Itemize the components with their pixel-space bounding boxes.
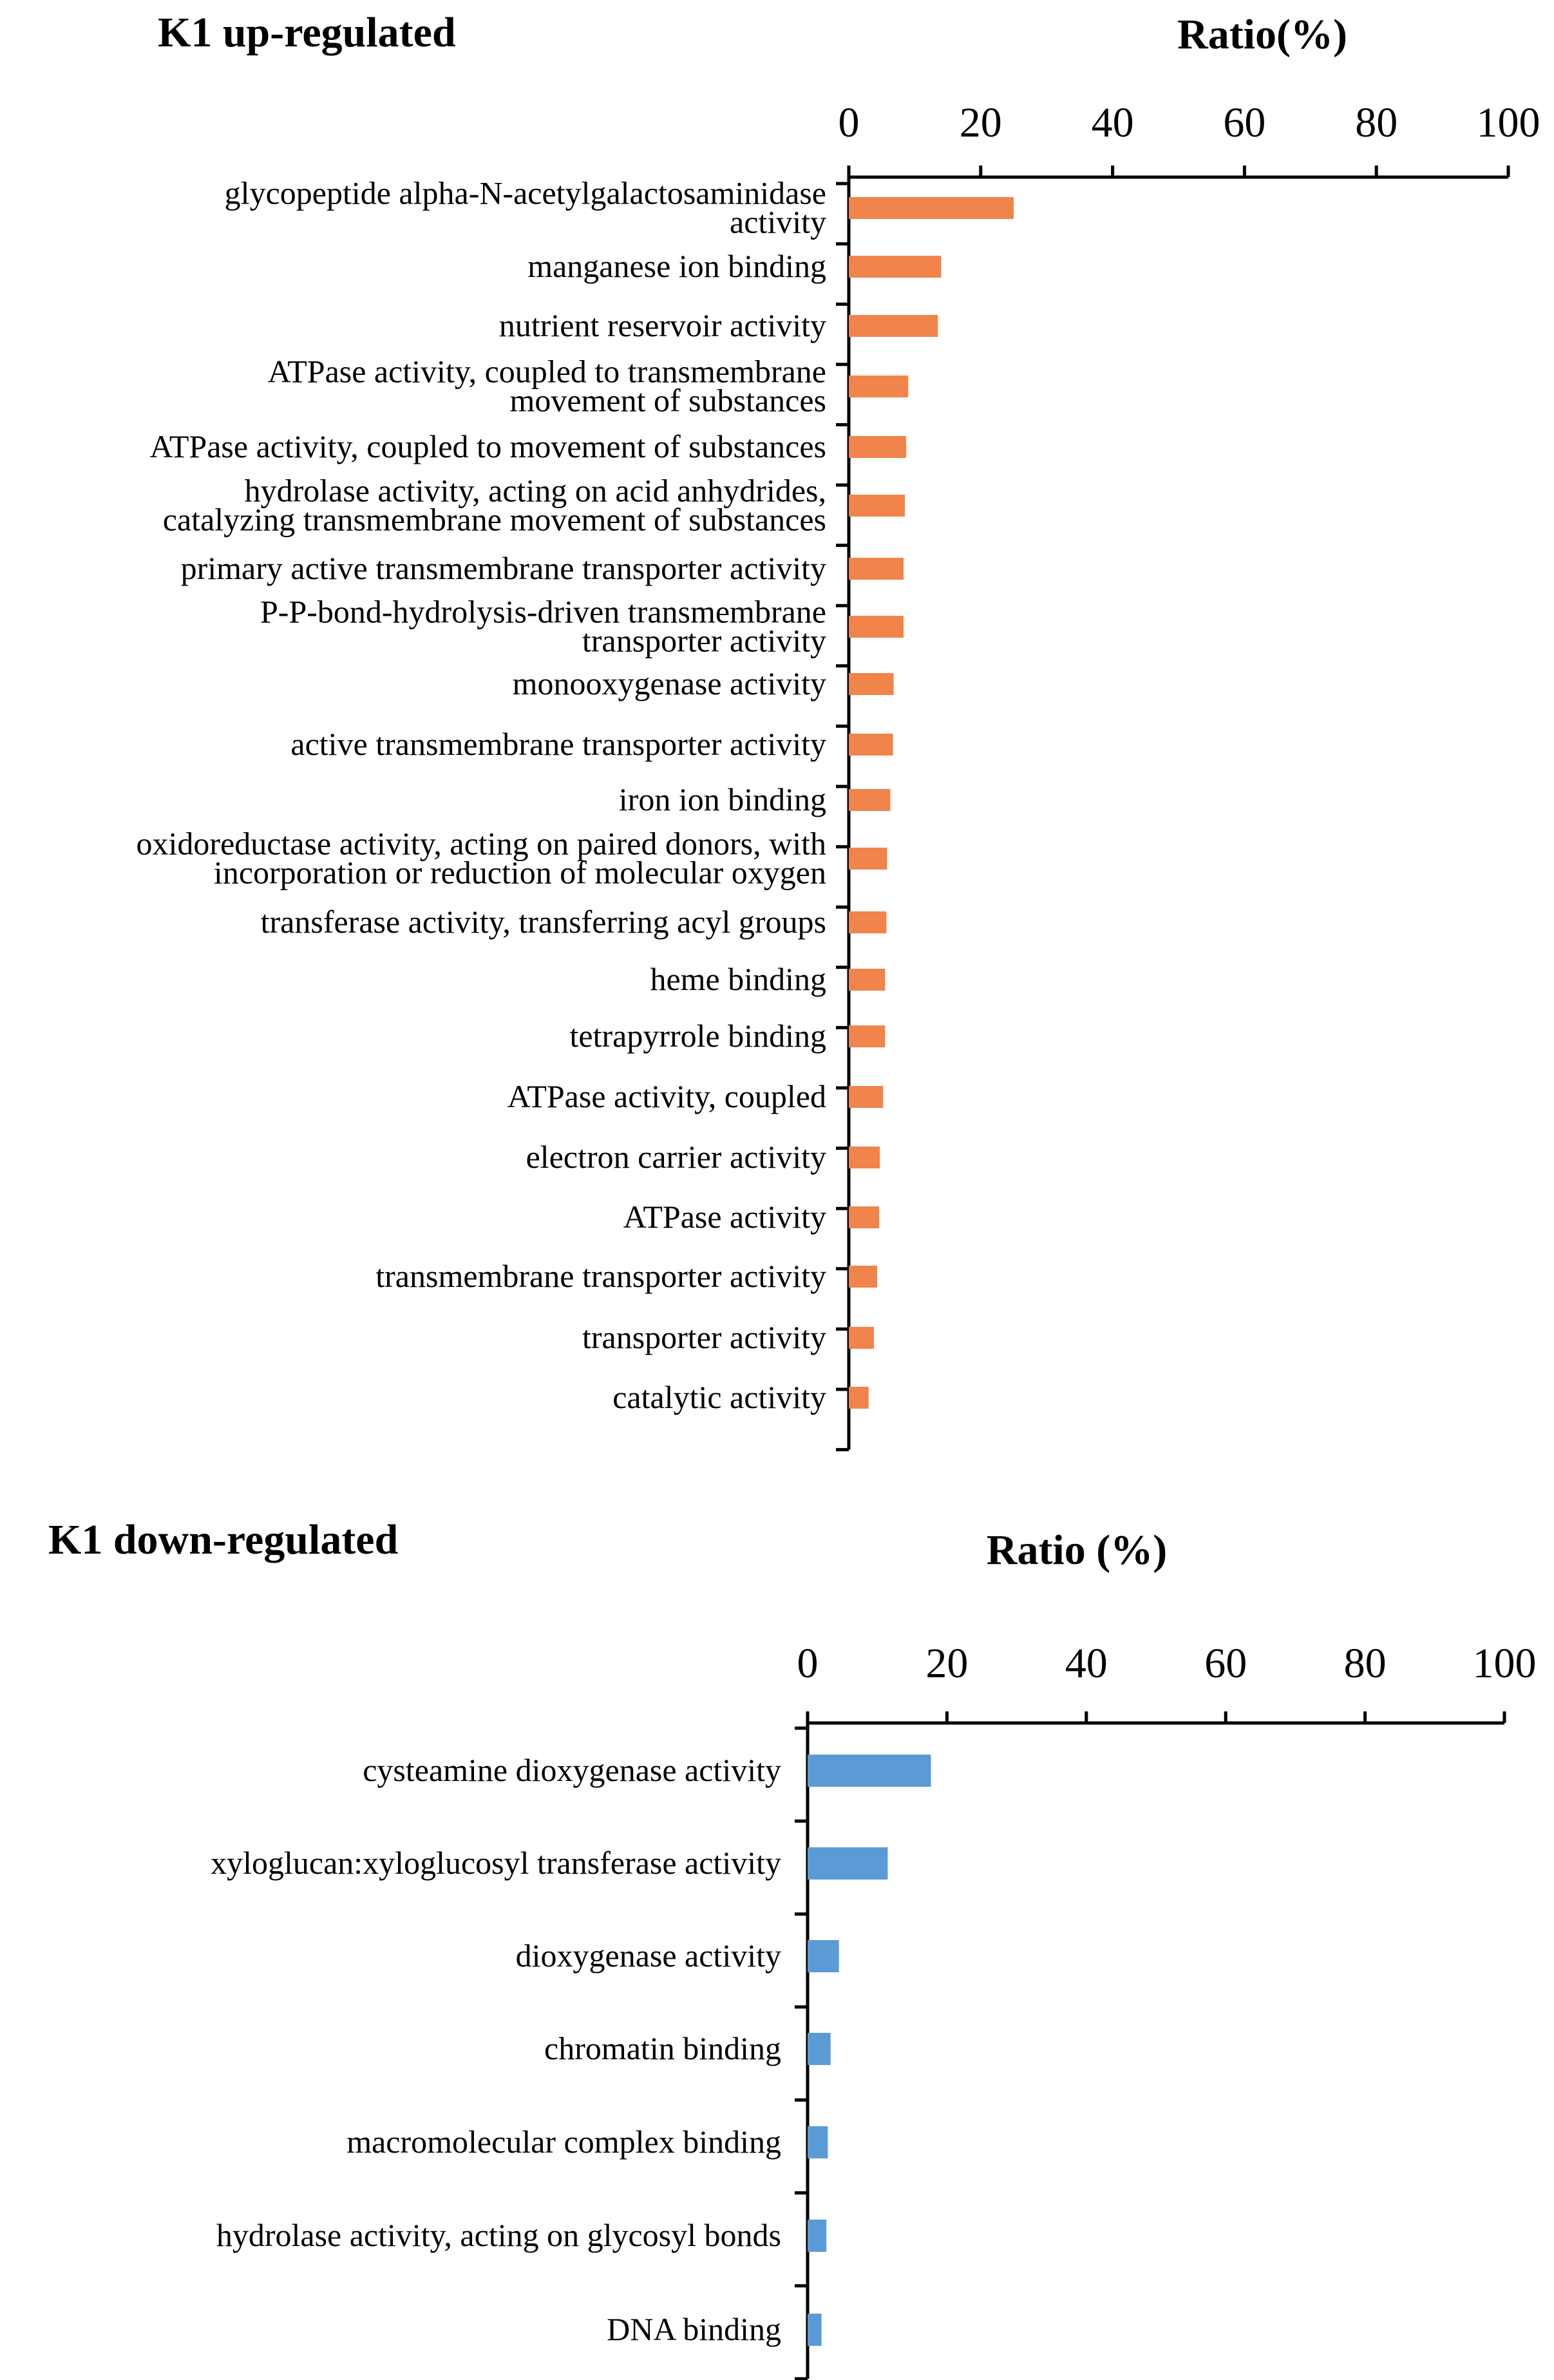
category-label: dioxygenase activity [516, 1937, 781, 1974]
bar [849, 1387, 869, 1409]
bar [808, 2126, 828, 2158]
bar [808, 1940, 839, 1972]
x-tick-label: 0 [797, 1640, 819, 1687]
bar [849, 734, 893, 756]
bar [849, 256, 942, 278]
x-axis-label: Ratio(%) [1177, 11, 1347, 58]
bar [849, 1025, 886, 1047]
category-label: xyloglucan:xyloglucosyl transferase acti… [211, 1845, 781, 1881]
category-label: electron carrier activity [526, 1139, 826, 1175]
x-tick-label: 80 [1344, 1640, 1387, 1687]
category-label: iron ion binding [619, 781, 826, 817]
x-axis-label: Ratio (%) [987, 1527, 1167, 1574]
category-label: chromatin binding [544, 2030, 781, 2066]
bar [849, 789, 891, 811]
bar [849, 1086, 884, 1108]
bar [849, 673, 894, 695]
x-tick-label: 100 [1477, 99, 1540, 146]
bar [849, 1266, 878, 1288]
chart-title: K1 down-regulated [48, 1516, 398, 1563]
bar [849, 1327, 874, 1349]
category-label: oxidoreductase activity, acting on paire… [137, 826, 826, 891]
category-label: tetrapyrrole binding [570, 1018, 827, 1054]
x-tick-label: 60 [1223, 99, 1265, 146]
category-label: transporter activity [582, 1319, 826, 1355]
category-label: cysteamine dioxygenase activity [363, 1752, 781, 1788]
category-label: macromolecular complex binding [346, 2124, 781, 2160]
category-label: monooxygenase activity [513, 665, 826, 701]
bar [849, 436, 907, 458]
category-label: transmembrane transporter activity [375, 1258, 826, 1294]
chart-k1-up-regulated: K1 up-regulated Ratio(%) 0 20 40 60 80 100 gly… [137, 9, 1540, 1452]
category-label: P-P-bond-hydrolysis-driven transmembrane… [260, 594, 826, 659]
category-label: hydrolase activity, acting on glycosyl b… [216, 2217, 781, 2253]
category-label: glycopeptide alpha-N-acetylgalactosamini… [225, 175, 826, 240]
bar [849, 848, 887, 870]
bar [849, 558, 904, 580]
x-tick-label: 80 [1355, 99, 1398, 146]
category-label: heme binding [650, 961, 826, 997]
category-label: transferase activity, transferring acyl … [261, 904, 826, 940]
bar [849, 315, 938, 337]
category-label: active transmembrane transporter activit… [290, 726, 826, 762]
category-label: ATPase activity [623, 1199, 826, 1235]
x-tick-label: 40 [1092, 99, 1134, 146]
bar [808, 2220, 827, 2252]
bar [849, 1206, 880, 1228]
bar [808, 1755, 931, 1787]
bar [849, 197, 1014, 219]
x-tick-label: 20 [925, 1640, 968, 1687]
bar [849, 616, 904, 638]
chart-k1-down-regulated: K1 down-regulated Ratio (%) 0 20 40 60 80 100… [48, 1516, 1537, 2380]
bar [849, 1147, 880, 1168]
category-label: DNA binding [607, 2311, 781, 2347]
bar [808, 1847, 888, 1880]
chart-title: K1 up-regulated [158, 9, 456, 56]
category-label: catalytic activity [612, 1379, 826, 1415]
category-label: manganese ion binding [527, 248, 826, 284]
bar [849, 495, 905, 517]
category-label: ATPase activity, coupled [507, 1078, 826, 1114]
x-tick-label: 20 [960, 99, 1002, 146]
bar [849, 969, 886, 991]
category-label: primary active transmembrane transporter… [181, 550, 826, 586]
category-label: ATPase activity, coupled to movement of … [149, 428, 826, 464]
bar [808, 2033, 831, 2065]
category-label: hydrolase activity, acting on acid anhyd… [163, 473, 826, 538]
category-label: nutrient reservoir activity [499, 307, 826, 343]
x-tick-label: 60 [1204, 1640, 1247, 1687]
bar [808, 2314, 822, 2346]
x-tick-label: 0 [839, 99, 860, 146]
x-tick-label: 40 [1065, 1640, 1108, 1687]
bar [849, 376, 909, 397]
x-tick-label: 100 [1473, 1640, 1537, 1687]
category-label: ATPase activity, coupled to transmembran… [268, 354, 826, 419]
bar [849, 911, 887, 933]
